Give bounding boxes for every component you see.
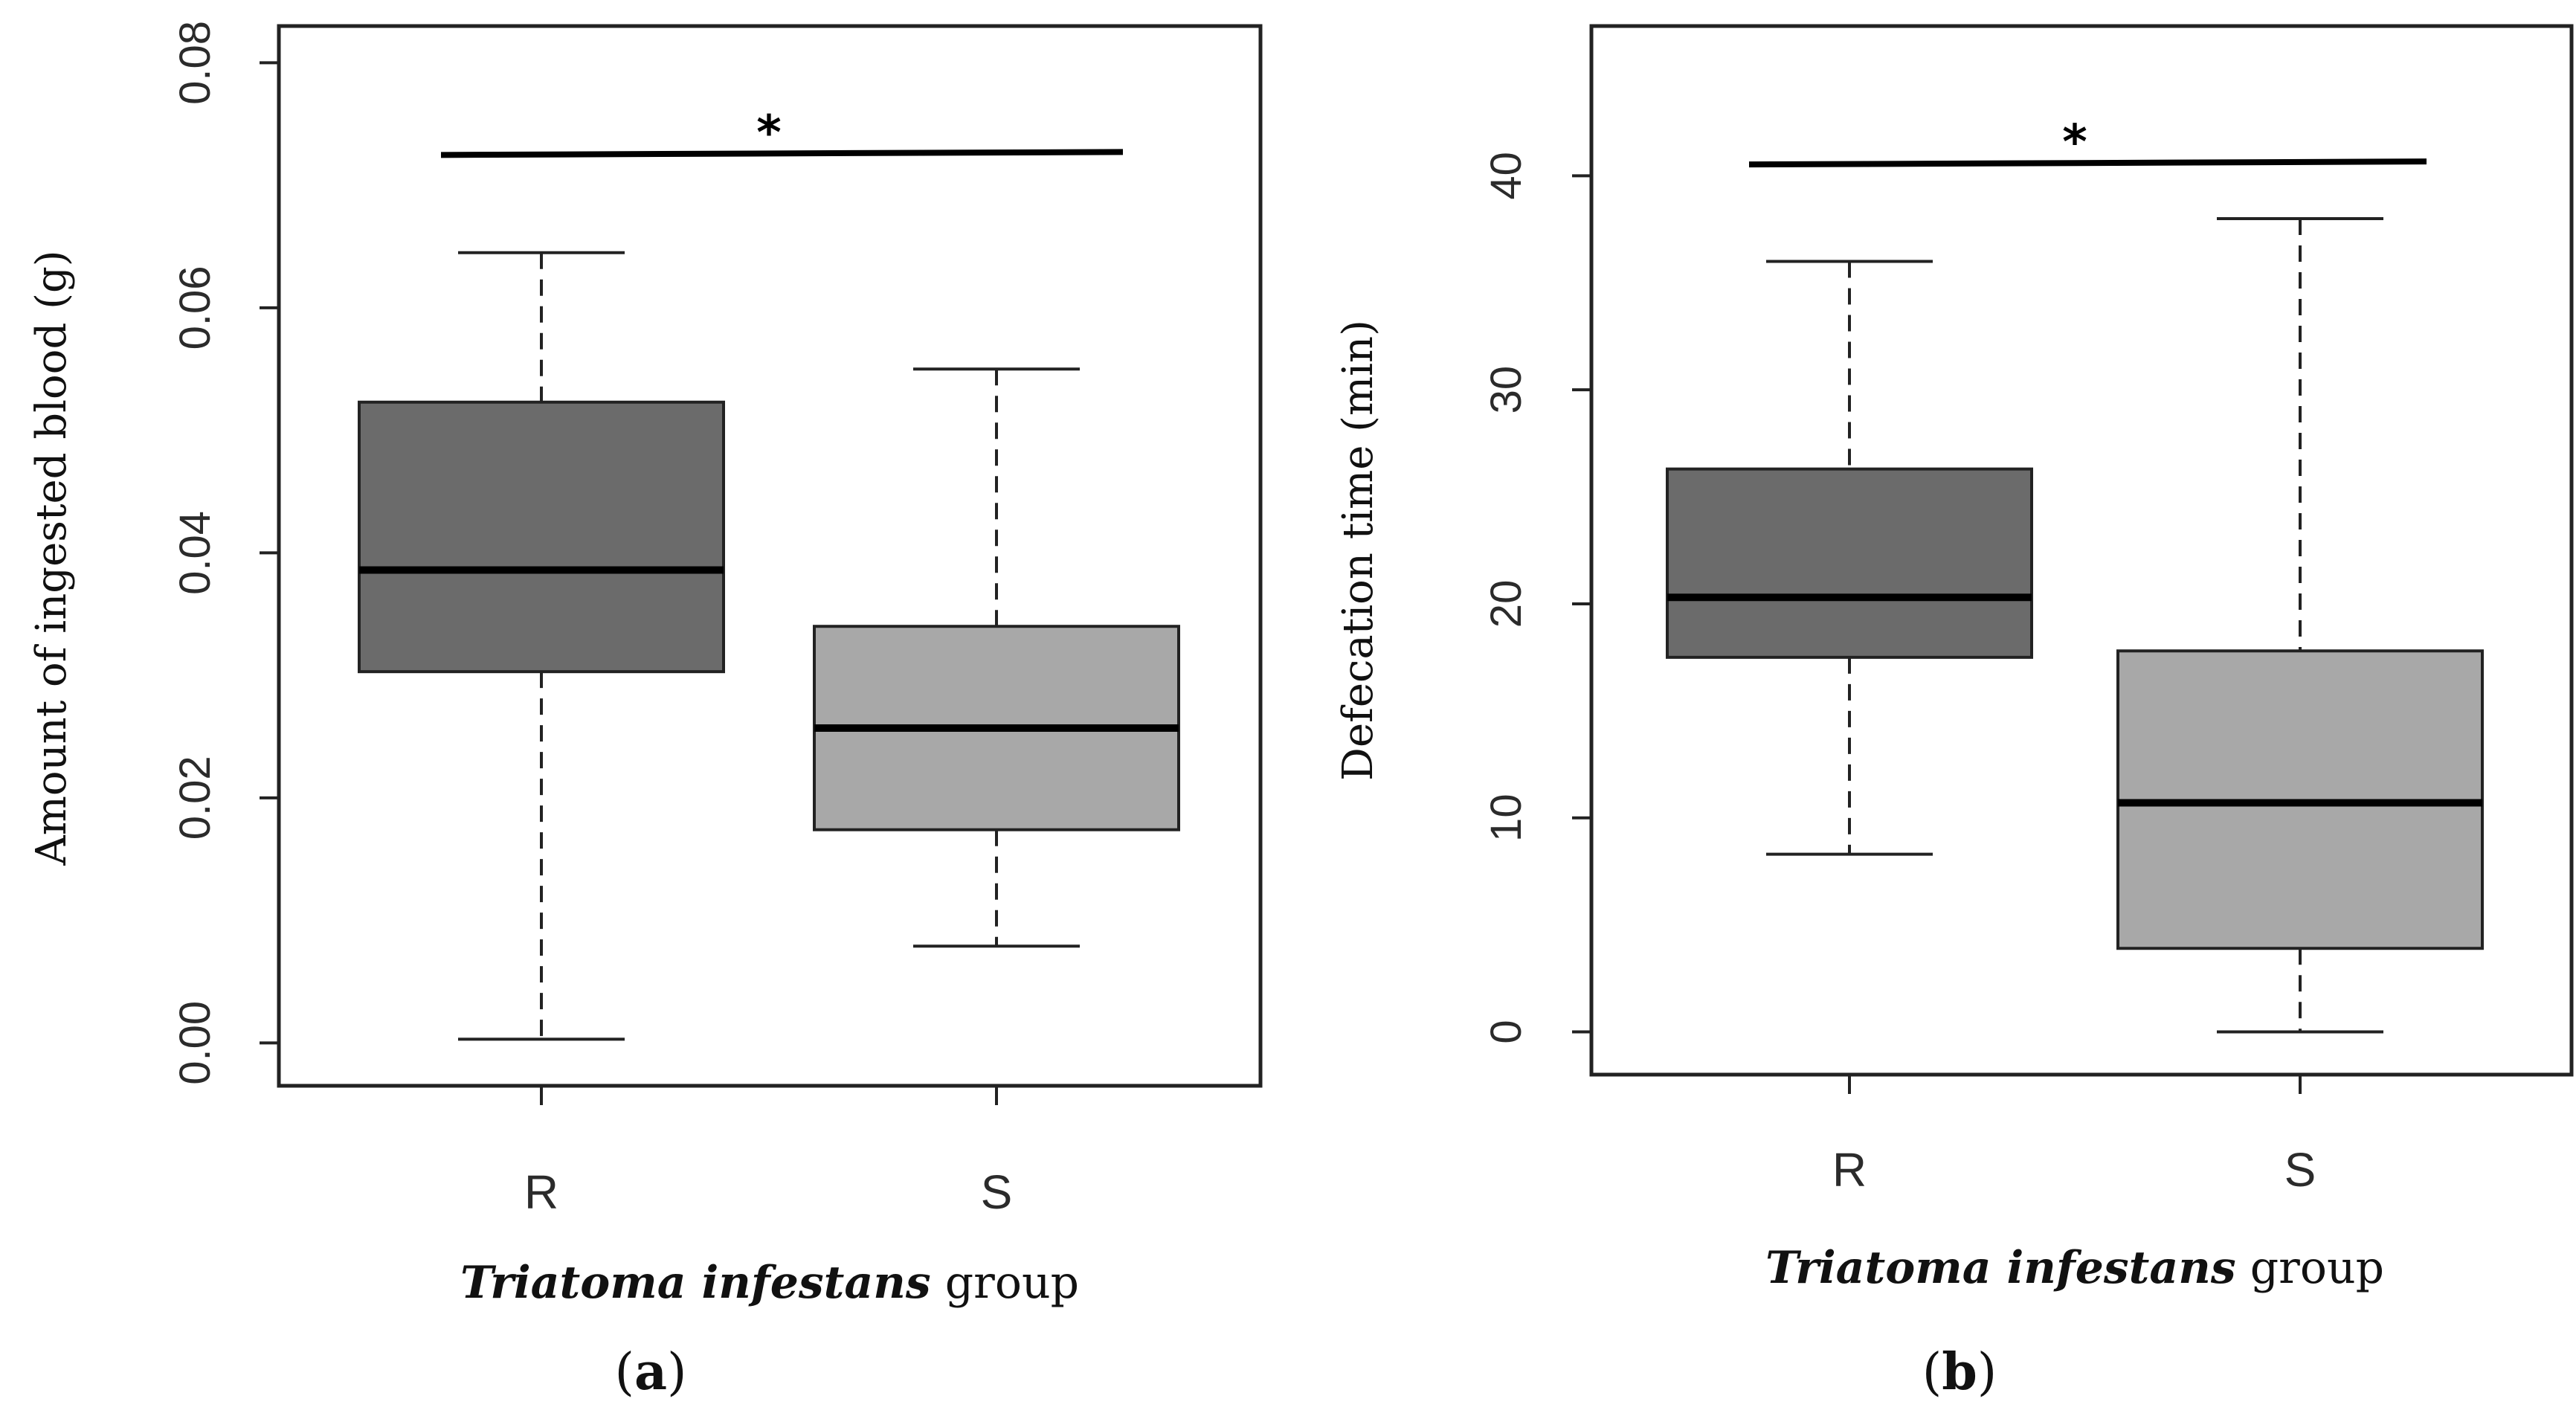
panel-a-x-axis-title: Triatoma infestans group bbox=[460, 1257, 1079, 1309]
panel-a-ytick-label: 0.04 bbox=[171, 511, 219, 595]
panel-b-significance-bar bbox=[1748, 158, 2427, 168]
panel-b-y-axis-title: Defecation time (min) bbox=[1334, 320, 1382, 781]
panel-a-box-R bbox=[358, 400, 725, 674]
panel-a-plot-frame bbox=[277, 24, 1263, 1088]
panel-a-plot-marks bbox=[260, 61, 1180, 1105]
panel-b-ytick-label: 20 bbox=[1482, 580, 1530, 628]
panel-b-label-close: ) bbox=[1977, 1343, 1997, 1402]
panel-b-ytick-label: 30 bbox=[1482, 366, 1530, 414]
panel-a-label-open: ( bbox=[614, 1343, 634, 1402]
panel-b-label-letter: b bbox=[1942, 1342, 1977, 1402]
panel-b-label-open: ( bbox=[1922, 1343, 1942, 1402]
panel-a-label-letter: a bbox=[634, 1342, 667, 1402]
panel-a-category-label: S bbox=[981, 1165, 1013, 1219]
panel-a-ytick-label: 0.06 bbox=[171, 265, 219, 350]
panel-a-ytick-label: 0.00 bbox=[171, 1001, 219, 1085]
panel-b-category-label: S bbox=[2284, 1143, 2316, 1197]
panel-a-chart: 0.00 0.02 0.04 0.06 0.08 R S * Amount of… bbox=[28, 21, 1263, 1402]
panel-a-label-close: ) bbox=[667, 1343, 687, 1402]
panel-b-chart: 0 10 20 30 40 R S * Defecation time (min… bbox=[1334, 24, 2574, 1402]
panel-b-ytick-label: 40 bbox=[1482, 152, 1530, 200]
panel-a-significance-bar bbox=[440, 149, 1124, 158]
panel-b-category-label: R bbox=[1832, 1143, 1867, 1197]
panel-a-y-axis-title: Amount of ingested blood (g) bbox=[28, 250, 76, 866]
panel-a-label: (a) bbox=[614, 1342, 686, 1402]
panel-a-category-label: R bbox=[524, 1165, 558, 1219]
panel-b-ytick-label: 0 bbox=[1482, 1020, 1530, 1043]
panel-a-ytick-label: 0.02 bbox=[171, 756, 219, 840]
panel-b-x-axis-title: Triatoma infestans group bbox=[1765, 1242, 2384, 1294]
panel-b-significance-star: * bbox=[2062, 115, 2087, 170]
panel-b-label: (b) bbox=[1922, 1342, 1997, 1402]
panel-b-ytick-label: 10 bbox=[1482, 794, 1530, 842]
panel-b-plot-frame bbox=[1589, 24, 2574, 1077]
panel-a-ytick-label: 0.08 bbox=[171, 21, 219, 105]
panel-b-x-axis-title-plain: group bbox=[2236, 1242, 2384, 1294]
panel-a-significance-star: * bbox=[756, 106, 781, 161]
panel-b-x-axis-title-italic: Triatoma infestans bbox=[1765, 1242, 2236, 1294]
panel-b-box-R bbox=[1666, 467, 2033, 659]
panel-a-x-axis-title-plain: group bbox=[931, 1257, 1079, 1309]
panel-a-x-axis-title-italic: Triatoma infestans bbox=[460, 1257, 931, 1309]
panel-b-plot-marks bbox=[1572, 158, 2484, 1094]
